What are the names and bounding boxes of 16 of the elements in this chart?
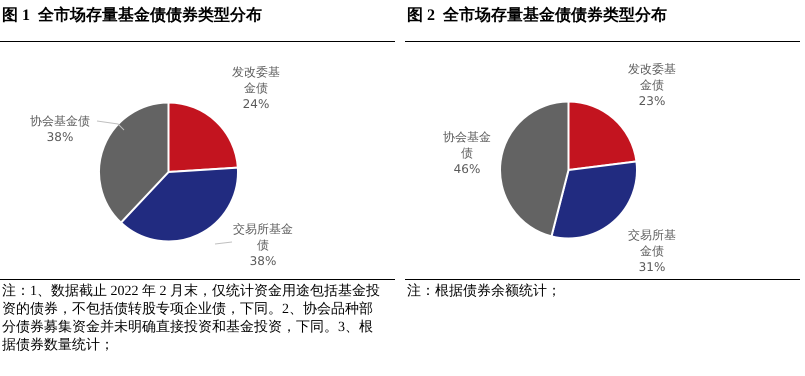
- slice-label: 交易所基金债: [233, 222, 293, 252]
- text: 注：根据债券余额统计；: [407, 283, 562, 301]
- slice-label: 协会基金债: [30, 114, 90, 128]
- chart-title: 图 1 全市场存量基金债债券类型分布: [2, 5, 262, 26]
- slice-label: 协会基金债: [443, 130, 491, 160]
- slice-label: 发改委基金债: [628, 62, 676, 92]
- data-label: 24%: [242, 97, 270, 112]
- chart-title: 图 2 全市场存量基金债债券类型分布: [407, 5, 667, 26]
- data-label: 46%: [454, 162, 480, 176]
- data-label: 23%: [638, 94, 666, 108]
- slice-label: 交易所基金债: [628, 228, 676, 258]
- slice-label: 发改委基金债: [232, 65, 280, 96]
- data-label: 38%: [250, 254, 276, 268]
- data-label: 38%: [46, 130, 74, 144]
- text: 注：1、数据截止 2022 年 2 月末，仅统计资金用途包括基金投资的债券，不包括债转股专项企业债，下同。2、协会品种部分债券募集资金并未明确直接投资和基金投资，下同。3、根据债券数量统计；: [2, 283, 381, 355]
- data-label: 31%: [638, 260, 666, 274]
